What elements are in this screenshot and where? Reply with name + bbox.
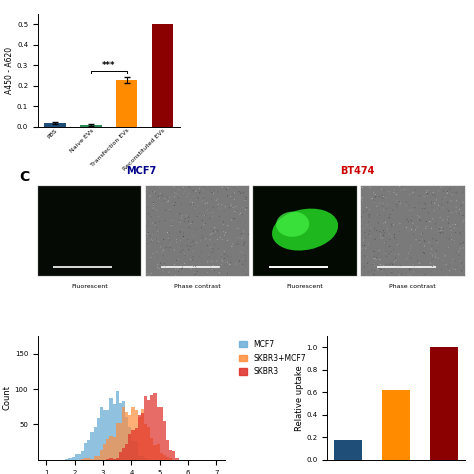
Point [304, 122, 312, 130]
Point [244, 139, 251, 147]
Point [468, 108, 474, 116]
Point [279, 51, 287, 59]
Point [325, 182, 332, 189]
Polygon shape [46, 393, 216, 460]
Point [343, 139, 351, 146]
Bar [80, 125, 101, 127]
Legend: MCF7, SKBR3+MCF7, SKBR3: MCF7, SKBR3+MCF7, SKBR3 [239, 340, 306, 376]
Point [410, 183, 418, 191]
Point [413, 48, 420, 56]
Ellipse shape [272, 209, 338, 251]
Y-axis label: A450 - A620: A450 - A620 [5, 47, 14, 94]
Polygon shape [46, 391, 216, 460]
Point [427, 25, 434, 32]
Point [328, 62, 336, 70]
Point [391, 86, 399, 94]
Text: Phase contrast: Phase contrast [174, 283, 221, 289]
Y-axis label: Relative uptake: Relative uptake [295, 365, 304, 431]
Point [398, 61, 406, 69]
Text: MCF7: MCF7 [127, 165, 156, 176]
Point [353, 36, 360, 44]
Text: ***: *** [102, 62, 116, 71]
Point [211, 168, 219, 176]
Text: C: C [19, 170, 29, 184]
Point [437, 101, 444, 109]
Point [353, 177, 360, 185]
Point [363, 112, 371, 119]
Point [441, 209, 448, 217]
Text: Phase contrast: Phase contrast [389, 283, 436, 289]
Point [259, 23, 267, 30]
Bar [429, 347, 458, 460]
Point [456, 123, 464, 130]
Point [330, 107, 337, 114]
Point [399, 214, 406, 222]
Bar [116, 80, 137, 127]
Polygon shape [46, 408, 216, 460]
Point [358, 224, 366, 232]
Point [352, 56, 360, 64]
Point [246, 224, 253, 232]
Point [299, 57, 306, 64]
Ellipse shape [276, 211, 309, 237]
Point [468, 219, 474, 227]
Point [349, 0, 356, 6]
Bar [382, 390, 410, 460]
Point [439, 42, 447, 50]
Point [296, 5, 303, 13]
Point [373, 172, 381, 180]
Point [244, 200, 251, 208]
Point [470, 49, 474, 56]
Text: Fluorescent: Fluorescent [287, 283, 323, 289]
Y-axis label: Count: Count [3, 385, 12, 410]
Bar [45, 123, 66, 127]
Point [230, 219, 237, 227]
Point [404, 190, 412, 197]
Point [206, 204, 213, 212]
Bar [152, 25, 173, 127]
Bar [334, 439, 363, 460]
Point [467, 164, 474, 171]
Point [438, 143, 446, 150]
Point [240, 43, 248, 50]
Point [317, 155, 325, 162]
Text: BT474: BT474 [340, 165, 374, 176]
Point [344, 23, 352, 30]
Point [244, 56, 251, 64]
Point [410, 166, 418, 174]
Point [375, 140, 383, 147]
Point [302, 145, 310, 153]
Point [196, 135, 204, 143]
Point [260, 17, 267, 25]
Text: Fluorescent: Fluorescent [71, 283, 108, 289]
